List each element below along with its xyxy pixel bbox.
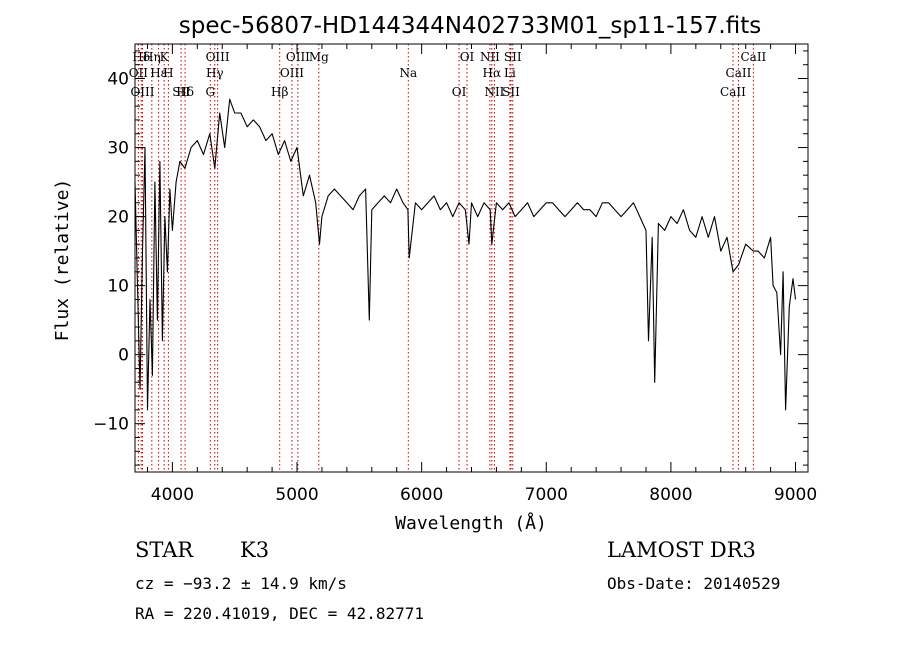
y-tick-label: 30 bbox=[107, 139, 129, 159]
spectrum-line bbox=[134, 98, 797, 411]
x-axis: 4000 5000 6000 7000 8000 9000 bbox=[146, 44, 817, 505]
line-label: Hη bbox=[143, 50, 161, 64]
line-label: NII bbox=[484, 85, 504, 99]
line-label: CaII bbox=[720, 85, 746, 99]
line-label: K bbox=[160, 50, 170, 64]
coordinates-text: RA = 220.41019, DEC = 42.82771 bbox=[135, 604, 424, 623]
line-label: Li bbox=[504, 66, 516, 80]
x-tick-label: 9000 bbox=[774, 485, 817, 505]
series-group bbox=[134, 98, 797, 411]
x-tick-label: 8000 bbox=[649, 485, 692, 505]
obs-date: Obs-Date: 20140529 bbox=[607, 574, 781, 593]
line-label: OIII bbox=[130, 85, 154, 99]
spectral-subclass: K3 bbox=[240, 538, 270, 562]
chart-title: spec-56807-HD144344N402733M01_sp11-157.f… bbox=[179, 13, 761, 39]
survey-name: LAMOST DR3 bbox=[607, 538, 756, 562]
y-tick-label: 40 bbox=[107, 70, 129, 90]
line-label: Hγ bbox=[206, 66, 224, 80]
x-axis-label: Wavelength (Å) bbox=[395, 512, 547, 534]
line-label: G bbox=[205, 85, 215, 99]
line-labels: HδOIIOIIIKHεSIIHηHHδOIIIHγGOIIIOIIIHβMgN… bbox=[129, 50, 767, 99]
y-tick-label: 0 bbox=[118, 346, 129, 366]
line-label: SII bbox=[502, 85, 520, 99]
redshift-text: cz = −93.2 ± 14.9 km/s bbox=[135, 574, 347, 593]
x-tick-label: 6000 bbox=[400, 485, 443, 505]
line-label: SII bbox=[504, 50, 522, 64]
line-label: Hδ bbox=[176, 85, 194, 99]
line-label: Na bbox=[399, 66, 417, 80]
x-tick-label: 5000 bbox=[275, 485, 318, 505]
line-label: Hα bbox=[483, 66, 502, 80]
y-tick-label: 10 bbox=[107, 277, 129, 297]
line-label: Hβ bbox=[271, 85, 288, 99]
line-label: CaII bbox=[726, 66, 752, 80]
line-label: OII bbox=[129, 66, 149, 80]
line-label: OIII bbox=[286, 50, 310, 64]
y-tick-label: 20 bbox=[107, 208, 129, 228]
x-tick-label: 7000 bbox=[525, 485, 568, 505]
line-label: OIII bbox=[206, 50, 230, 64]
y-axis: −10 0 10 20 30 40 bbox=[93, 50, 808, 466]
line-label: SII bbox=[172, 85, 190, 99]
line-markers bbox=[137, 44, 754, 472]
line-label: NII bbox=[480, 50, 500, 64]
line-label: Hδ bbox=[132, 50, 150, 64]
y-tick-label: −10 bbox=[93, 415, 129, 435]
line-label: OI bbox=[460, 50, 475, 64]
x-tick-label: 4000 bbox=[151, 485, 194, 505]
line-label: Hε bbox=[150, 66, 167, 80]
line-label: OI bbox=[452, 85, 467, 99]
line-label: Mg bbox=[309, 50, 329, 64]
plot-frame bbox=[134, 43, 809, 473]
y-axis-label: Flux (relative) bbox=[52, 179, 73, 342]
line-label: CaII bbox=[740, 50, 766, 64]
line-label: OIII bbox=[280, 66, 304, 80]
object-class: STAR bbox=[135, 538, 194, 562]
line-label: H bbox=[163, 66, 173, 80]
